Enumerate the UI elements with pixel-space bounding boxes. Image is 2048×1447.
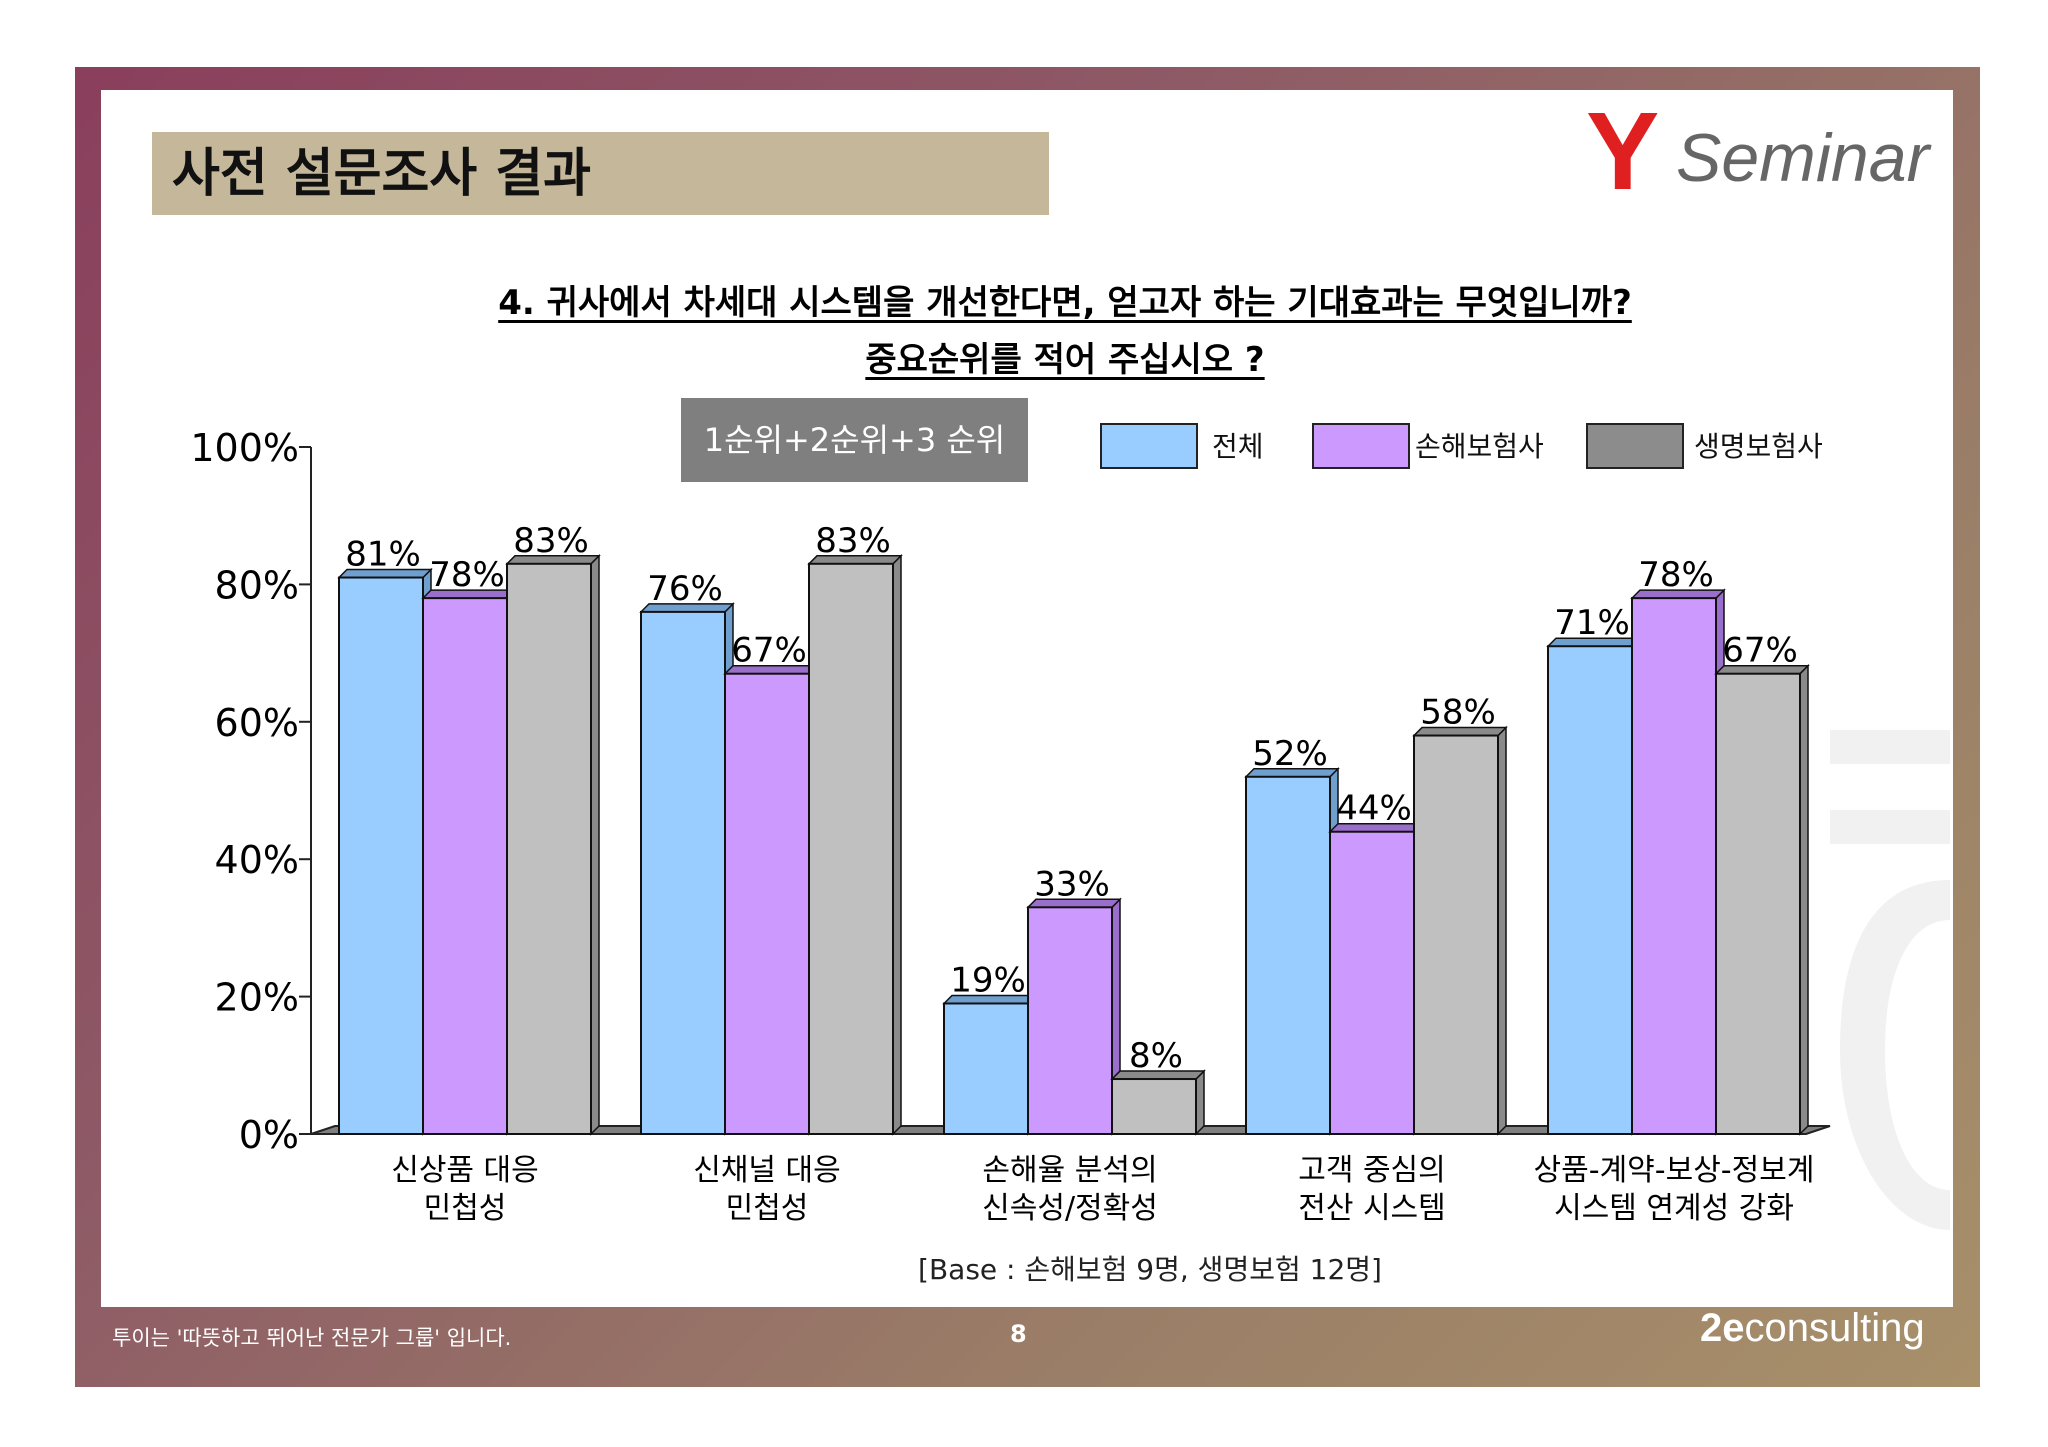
legend-swatch-1 <box>1312 423 1410 469</box>
bar <box>1715 672 1801 1136</box>
category-label: 고객 중심의 <box>1298 1153 1446 1188</box>
bar <box>943 1002 1029 1135</box>
bar <box>1413 734 1499 1135</box>
bar <box>1027 906 1113 1135</box>
bar <box>1245 775 1331 1135</box>
bar <box>1329 830 1415 1135</box>
bar-side <box>892 553 902 1136</box>
bar <box>338 576 424 1135</box>
bar-side <box>1195 1069 1205 1136</box>
category-label: 신상품 대응 <box>391 1153 539 1188</box>
data-label: 67% <box>731 631 807 671</box>
legend-label-1: 손해보험사 <box>1415 430 1544 463</box>
bar-side <box>590 553 600 1136</box>
bar <box>640 610 726 1135</box>
category-label: 신속성/정확성 <box>982 1191 1158 1226</box>
page-title: 사전 설문조사 결과 <box>172 144 591 204</box>
page-number: 8 <box>1010 1320 1027 1348</box>
data-label: 8% <box>1129 1036 1183 1076</box>
data-label: 76% <box>647 569 723 609</box>
y-tick-label: 80% <box>215 563 299 607</box>
y-tick-label: 60% <box>215 701 299 745</box>
data-label: 78% <box>1638 555 1714 595</box>
footer-brand: consulting <box>1744 1306 1925 1350</box>
y-tick-label: 20% <box>215 976 299 1020</box>
bar <box>1111 1078 1197 1136</box>
data-label: 52% <box>1252 734 1328 774</box>
background-decoration <box>1830 730 1950 1230</box>
category-label: 상품-계약-보상-정보계 <box>1534 1153 1815 1188</box>
bar <box>506 562 592 1135</box>
data-label: 78% <box>429 555 505 595</box>
bar <box>422 597 508 1135</box>
category-label: 시스템 연계성 강화 <box>1554 1191 1794 1226</box>
bar <box>724 672 810 1136</box>
question-line-2: 중요순위를 적어 주십시오 ? <box>865 340 1265 380</box>
legend-swatch-2 <box>1586 423 1684 469</box>
category-label: 신채널 대응 <box>693 1153 841 1188</box>
legend-label-0: 전체 <box>1212 430 1264 463</box>
logo-text: Seminar <box>1676 120 1930 196</box>
data-label: 44% <box>1336 789 1412 829</box>
data-label: 67% <box>1722 631 1798 671</box>
data-label: 83% <box>815 521 891 561</box>
bar <box>1631 597 1717 1135</box>
data-label: 33% <box>1034 864 1110 904</box>
category-label: 전산 시스템 <box>1298 1191 1446 1226</box>
data-label: 83% <box>513 521 589 561</box>
footer-logo-mark: 2e <box>1700 1306 1745 1350</box>
data-label: 71% <box>1554 603 1630 643</box>
title-banner <box>152 132 1049 215</box>
y-tick-label: 40% <box>215 838 299 882</box>
legend-swatch-0 <box>1100 423 1198 469</box>
category-label: 민첩성 <box>726 1191 809 1226</box>
category-label: 민첩성 <box>424 1191 507 1226</box>
y-tick-label: 100% <box>190 426 299 470</box>
footer-logo: 2econsulting <box>1700 1306 1925 1351</box>
footer-tagline: 투이는 '따뜻하고 뛰어난 전문가 그룹' 입니다. <box>112 1326 512 1350</box>
base-note: [Base : 손해보험 9명, 생명보험 12명] <box>918 1253 1382 1286</box>
bar <box>1547 645 1633 1135</box>
legend-label-2: 생명보험사 <box>1694 430 1823 463</box>
logo-mark: Y <box>1586 90 1660 213</box>
data-label: 58% <box>1420 693 1496 733</box>
y-tick-label: 0% <box>239 1113 299 1157</box>
question-line-1: 4. 귀사에서 차세대 시스템을 개선한다면, 얻고자 하는 기대효과는 무엇입… <box>498 283 1632 323</box>
bar-side <box>1497 725 1507 1136</box>
bar <box>808 562 894 1135</box>
category-label: 손해율 분석의 <box>982 1153 1157 1188</box>
data-label: 81% <box>345 535 421 575</box>
bar-side <box>1799 663 1809 1136</box>
rank-label: 1순위+2순위+3 순위 <box>681 398 1028 482</box>
data-label: 19% <box>950 960 1026 1000</box>
